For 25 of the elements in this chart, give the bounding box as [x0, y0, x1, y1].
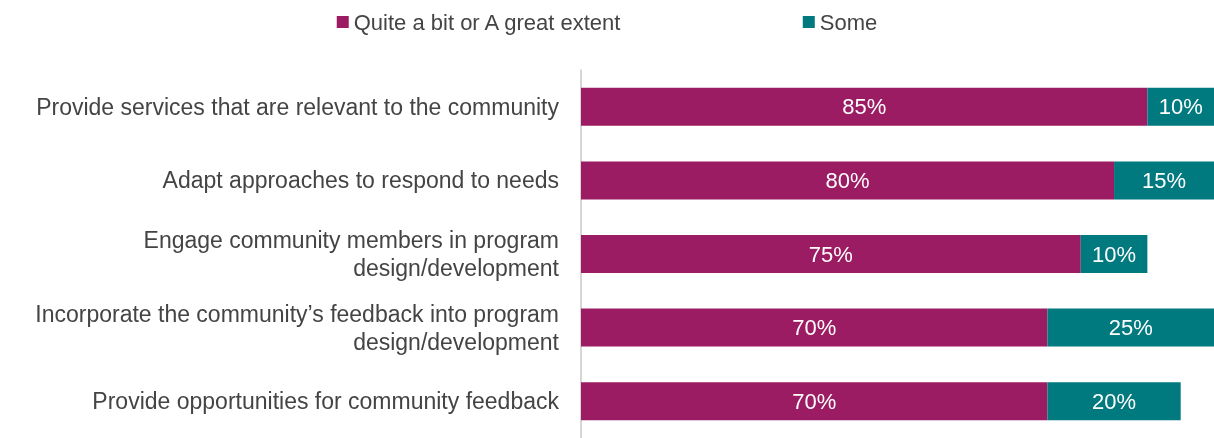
- bar: [581, 161, 1115, 200]
- bar: [581, 382, 1048, 421]
- data-label: 70%: [792, 388, 837, 414]
- bar: [581, 235, 1081, 273]
- data-label: 15%: [1142, 167, 1187, 193]
- legend-label: Quite a bit or A great extent: [353, 9, 621, 35]
- y-tick-label: Provide opportunities for community feedback: [92, 388, 560, 415]
- data-label: 20%: [1092, 388, 1137, 414]
- data-label: 10%: [1092, 241, 1137, 267]
- bar: [1114, 161, 1214, 200]
- bar: [581, 87, 1148, 126]
- y-tick-label: Incorporate the community’s feedback into program design/development: [35, 300, 560, 355]
- y-tick-label: Adapt approaches to respond to needs: [162, 167, 559, 194]
- data-label: 70%: [792, 315, 837, 341]
- data-label: 10%: [1158, 94, 1203, 120]
- data-label: 80%: [825, 167, 870, 193]
- bar: [581, 308, 1048, 347]
- bar: [1047, 308, 1214, 347]
- y-tick-label: Provide services that are relevant to the community: [36, 93, 560, 120]
- y-tick-label: Engage community members in program design/development: [143, 227, 560, 281]
- legend-label: Some: [819, 9, 878, 35]
- bar: [1047, 382, 1181, 421]
- data-label: 75%: [808, 241, 853, 267]
- data-label: 25%: [1108, 315, 1153, 341]
- data-label: 85%: [842, 94, 887, 120]
